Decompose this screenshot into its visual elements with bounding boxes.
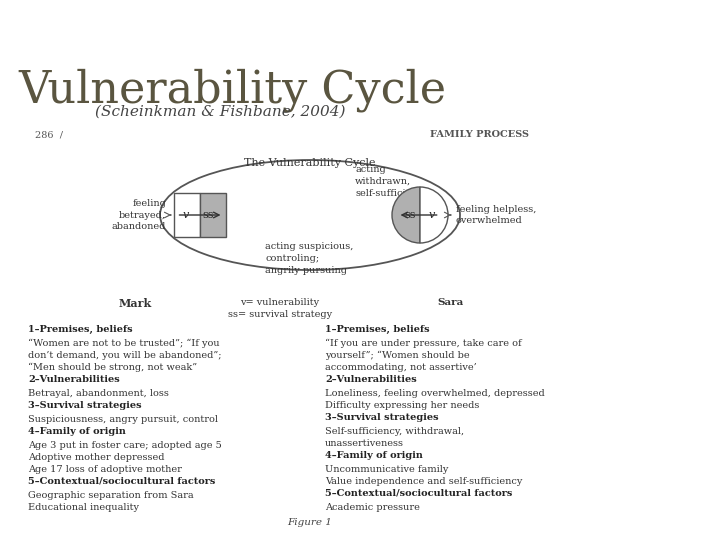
Text: Betrayal, abandonment, loss: Betrayal, abandonment, loss <box>28 389 169 398</box>
Text: unassertiveness: unassertiveness <box>325 439 404 448</box>
Text: 3–Survival strategies: 3–Survival strategies <box>28 401 142 410</box>
Text: Difficulty expressing her needs: Difficulty expressing her needs <box>325 401 480 410</box>
Text: 286  /: 286 / <box>35 130 63 139</box>
Text: 1–Premises, beliefs: 1–Premises, beliefs <box>28 325 132 334</box>
Text: ss: ss <box>404 210 415 220</box>
Text: feeling helpless,
overwhelmed: feeling helpless, overwhelmed <box>456 205 536 225</box>
Text: feeling
betrayed,
abandoned: feeling betrayed, abandoned <box>112 199 166 231</box>
Text: don’t demand, you will be abandoned”;: don’t demand, you will be abandoned”; <box>28 351 222 360</box>
Wedge shape <box>392 187 420 243</box>
Text: Academic pressure: Academic pressure <box>325 503 420 512</box>
Text: FAMILY PROCESS: FAMILY PROCESS <box>430 130 529 139</box>
Text: 4–Family of origin: 4–Family of origin <box>28 427 126 436</box>
Text: acting
withdrawn,
self-sufficient: acting withdrawn, self-sufficient <box>355 165 421 198</box>
Text: Sara: Sara <box>437 298 463 307</box>
Text: (Scheinkman & Fishbane, 2004): (Scheinkman & Fishbane, 2004) <box>95 105 346 119</box>
Text: 4–Family of origin: 4–Family of origin <box>325 451 423 460</box>
Bar <box>174 193 200 237</box>
Text: “Women are not to be trusted”; “If you: “Women are not to be trusted”; “If you <box>28 339 220 348</box>
Text: Educational inequality: Educational inequality <box>28 503 139 512</box>
Text: Adoptive mother depressed: Adoptive mother depressed <box>28 453 164 462</box>
Text: Age 17 loss of adoptive mother: Age 17 loss of adoptive mother <box>28 465 182 474</box>
Text: Value independence and self-sufficiency: Value independence and self-sufficiency <box>325 477 523 486</box>
Text: Mark: Mark <box>118 298 152 309</box>
Text: v= vulnerability: v= vulnerability <box>240 298 320 307</box>
Text: yourself”; “Women should be: yourself”; “Women should be <box>325 351 469 360</box>
Text: Self-sufficiency, withdrawal,: Self-sufficiency, withdrawal, <box>325 427 464 436</box>
Text: “If you are under pressure, take care of: “If you are under pressure, take care of <box>325 339 521 348</box>
Text: Loneliness, feeling overwhelmed, depressed: Loneliness, feeling overwhelmed, depress… <box>325 389 545 398</box>
Text: Geographic separation from Sara: Geographic separation from Sara <box>28 491 194 500</box>
Text: ss= survival strategy: ss= survival strategy <box>228 310 332 319</box>
Text: 5–Contextual/sociocultural factors: 5–Contextual/sociocultural factors <box>325 489 513 498</box>
Text: accommodating, not assertive’: accommodating, not assertive’ <box>325 363 477 372</box>
Text: 5–Contextual/sociocultural factors: 5–Contextual/sociocultural factors <box>28 477 215 486</box>
Text: Age 3 put in foster care; adopted age 5: Age 3 put in foster care; adopted age 5 <box>28 441 222 450</box>
Bar <box>200 193 226 237</box>
Text: “Men should be strong, not weak”: “Men should be strong, not weak” <box>28 363 197 372</box>
Text: The Vulnerability Cycle: The Vulnerability Cycle <box>244 158 376 168</box>
Text: Suspiciousness, angry pursuit, control: Suspiciousness, angry pursuit, control <box>28 415 218 424</box>
Text: 2–Vulnerabilities: 2–Vulnerabilities <box>325 375 417 384</box>
Text: v: v <box>429 210 435 220</box>
Text: ss: ss <box>202 210 214 220</box>
Text: 1–Premises, beliefs: 1–Premises, beliefs <box>325 325 430 334</box>
Text: Uncommunicative family: Uncommunicative family <box>325 465 449 474</box>
Text: v: v <box>183 210 189 220</box>
Text: Vulnerability Cycle: Vulnerability Cycle <box>18 68 446 112</box>
Text: 3–Survival strategies: 3–Survival strategies <box>325 413 438 422</box>
Wedge shape <box>420 187 448 243</box>
Text: Figure 1: Figure 1 <box>287 518 333 527</box>
Text: acting suspicious,
controling;
angrily pursuing: acting suspicious, controling; angrily p… <box>265 242 354 275</box>
Text: 2–Vulnerabilities: 2–Vulnerabilities <box>28 375 120 384</box>
